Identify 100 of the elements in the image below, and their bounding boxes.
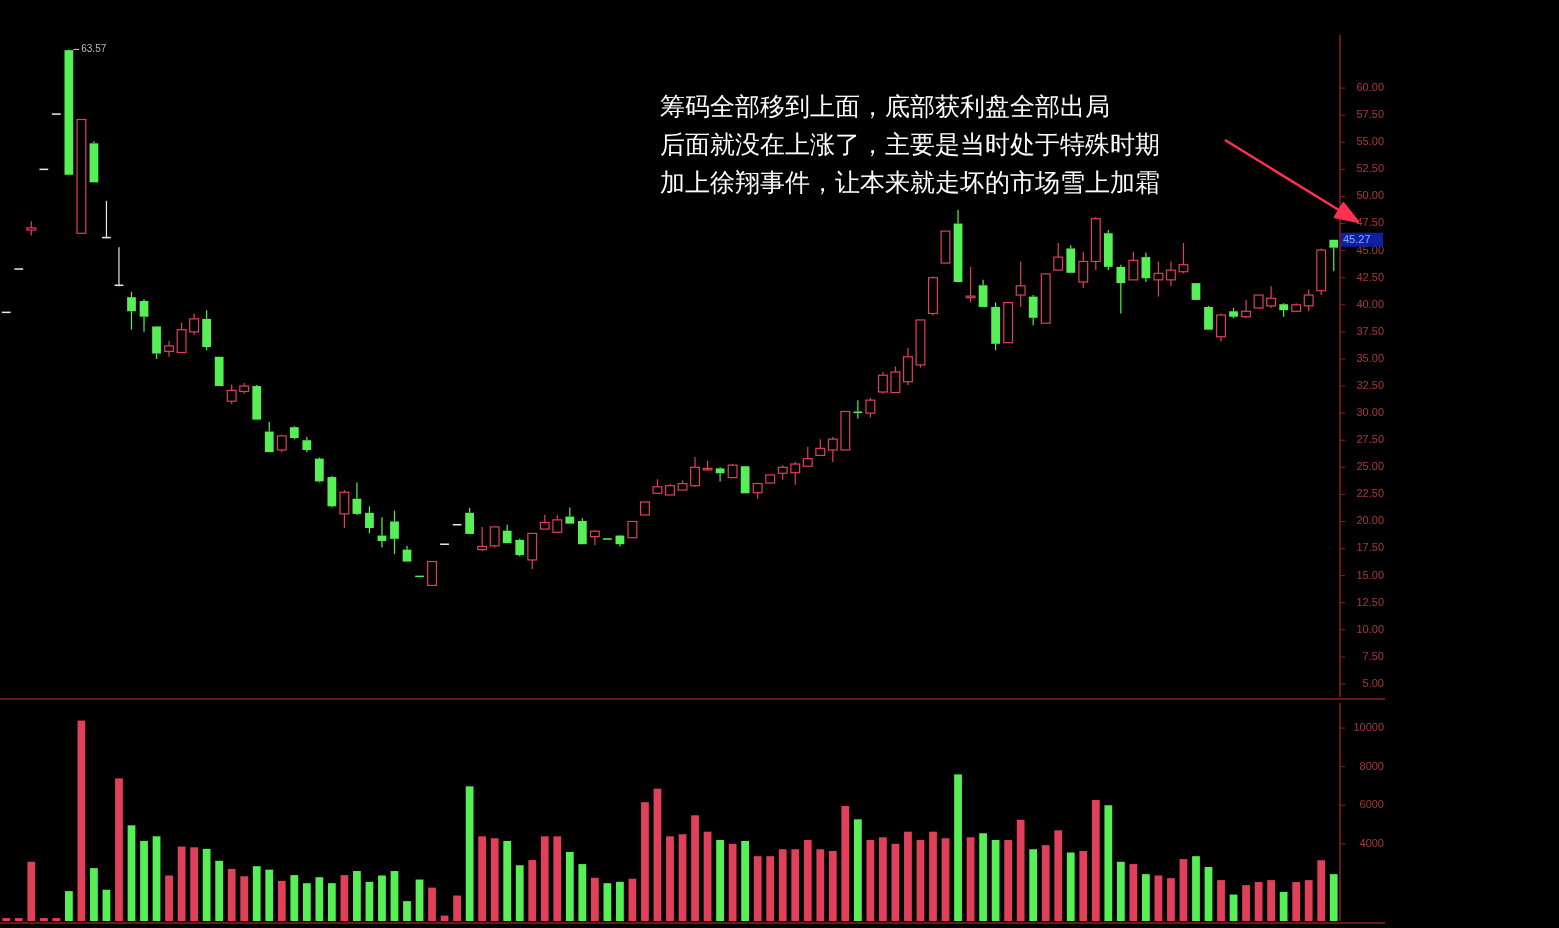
- bar: [227, 868, 236, 921]
- bar: [816, 849, 825, 921]
- bar: [753, 856, 762, 921]
- bar: [252, 866, 261, 921]
- bar: [1116, 861, 1125, 921]
- bar: [653, 788, 662, 921]
- y-tick-label: 20.00: [1356, 514, 1384, 527]
- bar: [766, 856, 775, 921]
- y-tick-label: 4000: [1359, 836, 1384, 849]
- bar: [390, 871, 399, 921]
- bar: [528, 860, 537, 921]
- bar: [365, 881, 374, 921]
- bar: [966, 837, 975, 921]
- bar: [1192, 856, 1200, 921]
- bar: [540, 836, 549, 921]
- bar: [741, 840, 750, 921]
- bar: [115, 778, 123, 921]
- bar: [177, 846, 186, 921]
- y-tick-label: 17.50: [1356, 541, 1384, 554]
- bar: [803, 839, 812, 921]
- annotation: 筹码全部移到上面，底部获利盘全部出局: [660, 92, 1110, 120]
- bar: [616, 881, 624, 921]
- bar: [52, 918, 61, 921]
- bar: [1016, 819, 1025, 921]
- y-tick-label: 47.50: [1356, 216, 1384, 229]
- bar: [65, 891, 73, 921]
- bar: [353, 871, 361, 921]
- y-tick-label: 52.50: [1356, 162, 1384, 175]
- y-tick-label: 55.00: [1356, 135, 1384, 148]
- bar: [1267, 880, 1275, 921]
- y-tick-label: 30.00: [1356, 406, 1384, 419]
- bar: [1054, 830, 1063, 921]
- bar: [290, 875, 299, 921]
- bar: [302, 883, 311, 921]
- bar: [190, 847, 198, 921]
- bar: [565, 851, 574, 921]
- bar: [1242, 885, 1250, 921]
- bar: [1329, 874, 1338, 921]
- bar: [578, 864, 587, 921]
- bar: [1091, 800, 1100, 921]
- y-tick-label: 5.00: [1362, 676, 1384, 689]
- bar: [465, 786, 474, 921]
- bar: [77, 720, 86, 921]
- bar: [728, 843, 737, 921]
- bar: [1142, 874, 1150, 921]
- bar: [2, 918, 11, 921]
- bar: [240, 876, 249, 921]
- bar: [503, 840, 512, 921]
- bar: [916, 839, 925, 921]
- bar: [202, 848, 211, 921]
- bar: [1304, 880, 1313, 921]
- bar: [828, 850, 837, 921]
- y-tick-label: 7.50: [1362, 649, 1384, 662]
- bar: [378, 875, 386, 921]
- y-tick-label: 8000: [1359, 759, 1384, 772]
- bar: [778, 849, 787, 921]
- y-tick-label: 32.50: [1356, 378, 1384, 391]
- bar: [590, 877, 599, 921]
- y-tick-label: 40.00: [1356, 297, 1384, 310]
- bar: [152, 836, 161, 921]
- bar: [1292, 882, 1301, 921]
- bar: [703, 831, 712, 921]
- text: 45.27: [1343, 232, 1371, 245]
- y-tick-label: 37.50: [1356, 324, 1384, 337]
- bar: [277, 880, 286, 921]
- y-tick-label: 60.00: [1356, 81, 1384, 93]
- y-tick-label: 57.50: [1356, 108, 1384, 121]
- bar: [1254, 882, 1263, 921]
- bar: [1279, 891, 1288, 921]
- bar: [691, 815, 699, 921]
- y-tick-label: 10000: [1353, 720, 1384, 733]
- bar: [478, 836, 487, 921]
- bar: [553, 836, 562, 921]
- bar: [1029, 849, 1038, 921]
- bar: [1041, 845, 1050, 921]
- bar: [891, 843, 900, 921]
- annotation: 加上徐翔事件，让本来就走坏的市场雪上加霜: [660, 168, 1160, 196]
- bar: [641, 802, 649, 921]
- bar: [340, 875, 349, 921]
- bar: [841, 806, 850, 921]
- annotation: 后面就没在上涨了，主要是当时处于特殊时期: [660, 130, 1160, 158]
- bar: [515, 865, 524, 921]
- bar: [1217, 880, 1225, 921]
- bar: [853, 819, 862, 921]
- bar: [140, 840, 148, 921]
- y-tick-label: 42.50: [1356, 270, 1384, 283]
- bar: [791, 849, 800, 921]
- annotation: 63.57: [81, 43, 107, 55]
- bar: [1079, 850, 1088, 921]
- bar: [1317, 860, 1326, 921]
- bar: [678, 834, 687, 921]
- bar: [929, 831, 937, 921]
- y-tick-label: 12.50: [1356, 595, 1384, 608]
- bar: [1154, 875, 1163, 921]
- bar: [979, 833, 987, 921]
- y-tick-label: 35.00: [1356, 351, 1384, 364]
- bar: [1129, 864, 1138, 921]
- bar: [403, 901, 411, 921]
- y-tick-label: 27.50: [1356, 433, 1384, 446]
- bar: [716, 839, 724, 921]
